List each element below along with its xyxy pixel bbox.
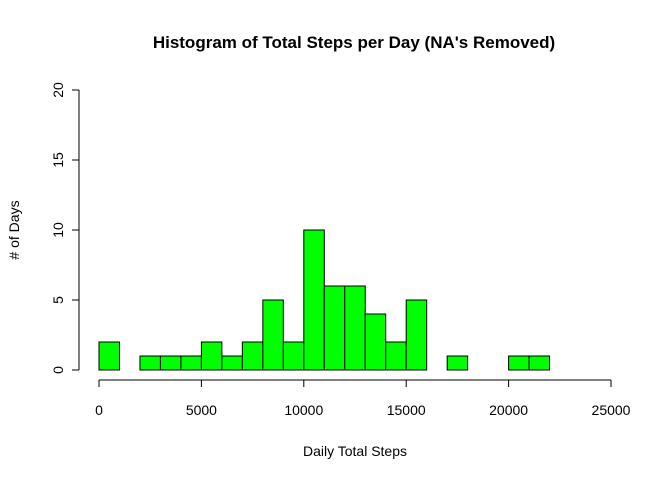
y-tick-label: 10 — [50, 222, 66, 238]
histogram-bar — [241, 341, 264, 371]
histogram-bar — [446, 355, 469, 371]
x-tick-label: 25000 — [592, 402, 631, 418]
histogram-bar — [508, 355, 530, 371]
histogram-bar — [364, 313, 387, 371]
histogram-bar — [282, 341, 305, 371]
histogram-bar — [528, 355, 551, 371]
chart-title: Histogram of Total Steps per Day (NA's R… — [153, 33, 555, 52]
histogram-bar — [344, 285, 366, 371]
x-tick-label: 0 — [95, 402, 103, 418]
x-axis: 0 5000 10000 15000 20000 25000 — [95, 379, 631, 418]
y-tick-label: 5 — [50, 296, 66, 304]
x-tick-label: 20000 — [489, 402, 528, 418]
histogram-bar — [180, 355, 202, 371]
histogram-bar — [98, 341, 120, 371]
histogram-bar — [323, 285, 346, 371]
y-tick-label: 20 — [50, 82, 66, 98]
histogram-bar — [262, 299, 284, 371]
x-tick-label: 10000 — [284, 402, 323, 418]
x-tick-label: 5000 — [186, 402, 217, 418]
histogram-bar — [405, 299, 428, 371]
histogram-bar — [303, 229, 325, 371]
y-tick-label: 0 — [50, 366, 66, 374]
histogram-bar — [200, 341, 223, 371]
histogram-bar — [139, 355, 161, 371]
y-axis-title: # of Days — [6, 200, 22, 259]
y-tick-label: 15 — [50, 152, 66, 168]
x-tick-label: 15000 — [387, 402, 426, 418]
y-axis: 0 5 10 15 20 — [50, 82, 80, 374]
histogram-bar — [159, 355, 182, 371]
histogram-bar — [385, 341, 407, 371]
bars-group — [98, 229, 551, 371]
histogram-bar — [221, 355, 243, 371]
x-axis-title: Daily Total Steps — [303, 443, 407, 459]
